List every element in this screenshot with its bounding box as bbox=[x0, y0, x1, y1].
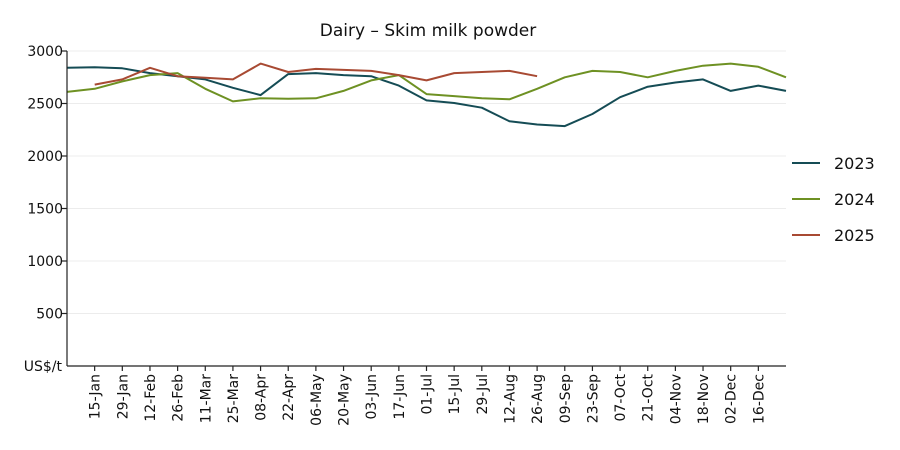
x-tick-label-04-Nov: 04-Nov bbox=[668, 374, 684, 424]
x-tick-label-18-Nov: 18-Nov bbox=[696, 374, 712, 424]
y-axis-label: US$/t bbox=[24, 359, 63, 375]
x-tick-label-23-Sep: 23-Sep bbox=[585, 374, 601, 423]
chart-title: Dairy – Skim milk powder bbox=[320, 21, 537, 41]
x-tick-label-07-Oct: 07-Oct bbox=[613, 373, 629, 421]
legend-label-2023: 2023 bbox=[834, 154, 875, 173]
x-tick-label-21-Oct: 21-Oct bbox=[641, 373, 657, 421]
y-tick-label-1000: 1000 bbox=[27, 254, 63, 270]
x-tick-label-16-Dec: 16-Dec bbox=[751, 374, 767, 424]
y-ticks: 500 1000 1500 2000 2500 3000 bbox=[27, 44, 67, 323]
x-tick-label-15-Jan: 15-Jan bbox=[88, 374, 104, 419]
series-line-2025 bbox=[94, 62, 538, 86]
x-tick-label-26-Feb: 26-Feb bbox=[171, 374, 187, 422]
legend: 2023 2024 2025 bbox=[792, 154, 875, 245]
y-tick-label-500: 500 bbox=[36, 307, 63, 323]
x-tick-label-01-Jul: 01-Jul bbox=[420, 374, 436, 415]
x-tick-label-12-Feb: 12-Feb bbox=[143, 374, 159, 422]
y-tick-label-2500: 2500 bbox=[27, 97, 63, 113]
x-tick-label-22-Apr: 22-Apr bbox=[281, 374, 297, 421]
x-tick-label-25-Mar: 25-Mar bbox=[226, 374, 242, 424]
x-tick-label-08-Apr: 08-Apr bbox=[254, 374, 270, 421]
x-tick-label-06-May: 06-May bbox=[309, 374, 325, 426]
x-tick-label-26-Aug: 26-Aug bbox=[530, 374, 546, 424]
y-tick-label-1500: 1500 bbox=[27, 202, 63, 218]
gridlines bbox=[67, 50, 786, 314]
y-tick-label-3000: 3000 bbox=[27, 44, 63, 60]
x-tick-label-20-May: 20-May bbox=[337, 374, 353, 426]
x-tick-label-17-Jun: 17-Jun bbox=[392, 374, 408, 420]
x-tick-label-11-Mar: 11-Mar bbox=[198, 374, 214, 424]
x-tick-label-12-Aug: 12-Aug bbox=[502, 374, 518, 424]
x-tick-label-29-Jan: 29-Jan bbox=[115, 374, 131, 419]
x-tick-label-29-Jul: 29-Jul bbox=[475, 374, 491, 415]
x-tick-label-15-Jul: 15-Jul bbox=[447, 374, 463, 415]
y-tick-label-2000: 2000 bbox=[27, 149, 63, 165]
series-lines bbox=[66, 62, 787, 128]
series-line-2024 bbox=[66, 62, 787, 103]
x-tick-label-09-Sep: 09-Sep bbox=[558, 374, 574, 423]
x-tick-label-03-Jun: 03-Jun bbox=[364, 374, 380, 420]
x-ticks: 15-Jan 29-Jan 12-Feb 26-Feb 11-Mar 25-Mar 08-A… bbox=[88, 366, 767, 426]
x-tick-label-02-Dec: 02-Dec bbox=[724, 374, 740, 424]
legend-label-2024: 2024 bbox=[834, 190, 875, 209]
legend-label-2025: 2025 bbox=[834, 226, 875, 245]
